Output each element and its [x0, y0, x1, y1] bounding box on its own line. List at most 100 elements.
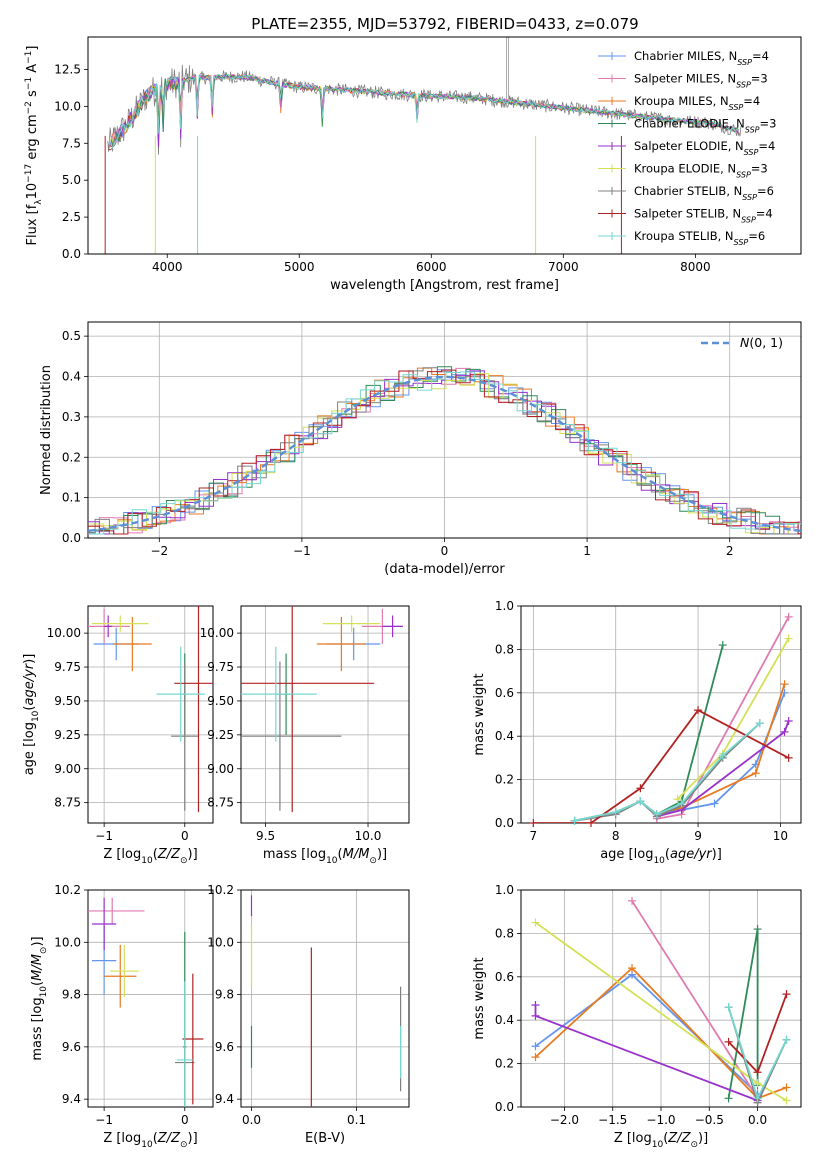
x-tick-label: 8000	[680, 260, 711, 274]
legend-label: N(0, 1)	[740, 335, 783, 350]
x-tick-label: −1	[293, 544, 311, 558]
y-tick-label: 0.3	[62, 410, 81, 424]
mass-weight-marker	[677, 799, 686, 808]
age-vs-mass-panel: 9.5 10.0 8.75 9.00 9.25 9.50 9.75 10.00 mass [lo…	[200, 605, 410, 866]
y-tick-label: 0.2	[495, 773, 514, 787]
y-tick-label: 9.4	[215, 1092, 234, 1106]
x-tick-label: 0	[441, 544, 449, 558]
mass-weight-line	[534, 973, 759, 1097]
spectrum-line	[109, 74, 739, 148]
legend-label: Chabrier MILES, NSSP=4	[634, 49, 769, 67]
x-tick-label: 7	[530, 829, 538, 843]
legend-label: Salpeter MILES, NSSP=3	[634, 72, 768, 90]
mass-weight-marker	[724, 1037, 733, 1046]
y-tick-label: 0.8	[495, 642, 514, 656]
y-tick-label: 0.0	[62, 531, 81, 545]
x-tick-label: 2	[726, 544, 734, 558]
mass-weight-vs-metallicity-panel: −2.0 −1.5 −1.0 −0.5 0.0 0.0 0.2 0.4 0.6 0.8 1.0 Z […	[472, 883, 802, 1150]
x-axis-label: Z [log10(Z/Z⊙)]	[614, 1131, 708, 1150]
mass-weight-marker	[531, 918, 540, 927]
mass-weight-marker	[531, 1011, 540, 1020]
mass-weight-marker	[710, 799, 719, 808]
mass-weight-marker	[753, 1079, 762, 1088]
spectrum-line	[109, 74, 739, 148]
legend-label: Salpeter ELODIE, NSSP=4	[634, 139, 775, 157]
x-tick-label: 10	[773, 829, 788, 843]
x-tick-label: −2	[150, 544, 168, 558]
mass-weight-marker	[628, 964, 637, 973]
y-tick-label: 1.0	[495, 883, 514, 897]
spectrum-panel: 4000 5000 6000 7000 8000 0.0 2.5 5.0 7.5 10.0 12.5…	[24, 36, 802, 293]
mass-weight-marker	[673, 795, 682, 804]
x-tick-label: 7000	[548, 260, 579, 274]
x-axis-label: Z [log10(Z/Z⊙)]	[103, 1131, 197, 1150]
mass-weight-marker	[782, 1083, 791, 1092]
axes-frame	[520, 889, 802, 1108]
x-tick-label: 4000	[152, 260, 183, 274]
y-axis-label: Normed distribution	[39, 365, 54, 495]
mass-weight-vs-age-panel: 7 8 9 10 0.0 0.2 0.4 0.6 0.8 1.0 age [log10(age/yr…	[472, 599, 802, 866]
axes-frame	[240, 605, 410, 824]
x-axis-label: (data-model)/error	[384, 562, 505, 577]
mass-weight-marker	[570, 816, 579, 825]
x-tick-label: 0.0	[242, 1113, 261, 1127]
axes-frame	[87, 36, 802, 255]
mass-weight-marker	[724, 1003, 733, 1012]
axes-frame	[87, 889, 214, 1108]
y-tick-label: 9.50	[207, 694, 234, 708]
x-tick-label: 0.1	[347, 1113, 366, 1127]
y-tick-label: 0.5	[62, 329, 81, 343]
mass-weight-marker	[718, 641, 727, 650]
y-tick-label: 0.1	[62, 491, 81, 505]
legend-label: Kroupa ELODIE, NSSP=3	[634, 162, 768, 180]
x-tick-label: 6000	[416, 260, 447, 274]
x-tick-label: 0.0	[748, 1113, 767, 1127]
legend-label: Kroupa STELIB, NSSP=6	[634, 229, 765, 247]
normal-curve	[87, 375, 802, 533]
mass-weight-line	[631, 900, 759, 1103]
mass-weight-line	[656, 720, 790, 818]
mass-weight-marker	[784, 753, 793, 762]
spectrum-line	[110, 74, 740, 148]
y-axis-label: mass [log10(M/M⊙)]	[30, 936, 49, 1060]
y-tick-label: 9.25	[207, 728, 234, 742]
mass-weight-marker	[587, 819, 595, 827]
x-tick-label: 1	[583, 544, 591, 558]
y-tick-label: 0.4	[495, 729, 514, 743]
x-tick-label: 10.0	[355, 829, 382, 843]
mass-weight-marker	[782, 1096, 791, 1105]
y-tick-label: 9.8	[215, 988, 234, 1002]
y-tick-label: 5.0	[62, 173, 81, 187]
mass-weight-marker	[751, 769, 760, 778]
mass-weight-marker	[611, 808, 620, 817]
residual-histogram-panel: −2 −1 0 1 2 0.0 0.1 0.2 0.3 0.4 0.5 N(0, 1) (data-mo…	[39, 321, 802, 577]
y-tick-label: 0.4	[495, 1013, 514, 1027]
y-tick-label: 10.00	[47, 626, 81, 640]
x-tick-label: 9.5	[256, 829, 275, 843]
x-axis-label: mass [log10(M/M⊙)]	[263, 847, 387, 866]
mass-weight-marker	[782, 990, 791, 999]
mass-vs-metallicity-panel: −1 0 9.4 9.6 9.8 10.0 10.2 Z [log10(Z/Z⊙)] mass …	[30, 883, 214, 1150]
mass-weight-line	[656, 683, 786, 816]
x-axis-label: Z [log10(Z/Z⊙)]	[103, 847, 197, 866]
y-tick-label: 7.5	[62, 136, 81, 150]
y-tick-label: 10.00	[200, 626, 234, 640]
y-tick-label: 12.5	[54, 62, 81, 76]
mass-weight-line	[534, 966, 787, 1100]
spectrum-line	[111, 73, 739, 149]
y-tick-label: 9.50	[54, 694, 81, 708]
y-tick-label: 10.2	[207, 883, 234, 897]
y-tick-label: 0.6	[495, 686, 514, 700]
y-tick-label: 0.6	[495, 970, 514, 984]
y-tick-label: 0.8	[495, 926, 514, 940]
y-tick-label: 9.25	[54, 728, 81, 742]
y-tick-label: 10.2	[54, 883, 81, 897]
mass-weight-marker	[782, 1035, 791, 1044]
y-tick-label: 9.75	[54, 660, 81, 674]
x-axis-label: E(B-V)	[305, 1131, 345, 1146]
figure-title: PLATE=2355, MJD=53792, FIBERID=0433, z=0…	[251, 15, 638, 33]
x-tick-label: 8	[612, 829, 620, 843]
y-axis-label: mass weight	[472, 673, 487, 755]
x-tick-label: 9	[694, 829, 702, 843]
